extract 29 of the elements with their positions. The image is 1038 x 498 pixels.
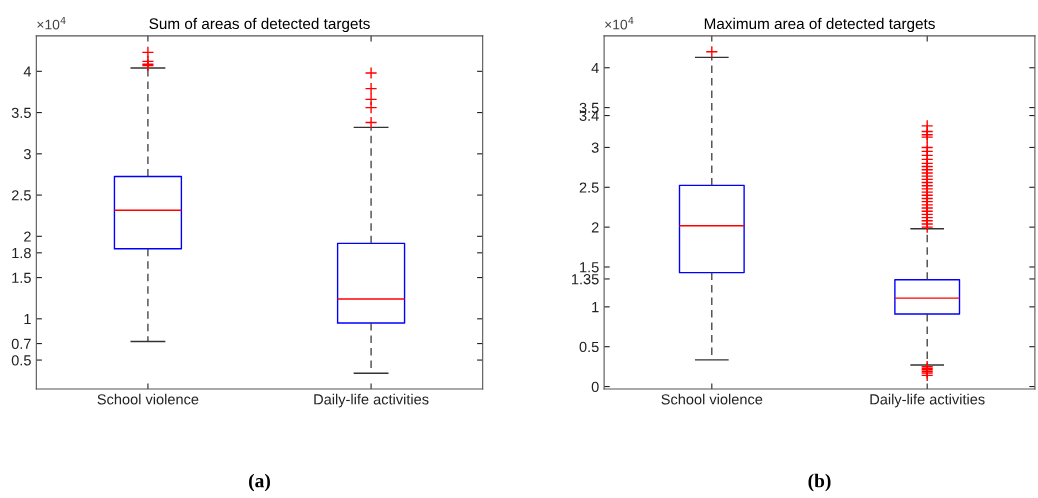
- x-tick-label: Daily-life activities: [870, 393, 985, 408]
- x-tick-label: School violence: [661, 393, 763, 405]
- text: ×10$^{4}$: [37, 16, 66, 30]
- y-tick-label: 1.5: [12, 272, 31, 283]
- x-tick-label: Daily-life activities: [314, 393, 429, 408]
- y-tick-label: 0.7: [11, 338, 31, 349]
- y-tick-label: 4: [23, 66, 32, 77]
- y-tick-label: 3: [591, 142, 599, 153]
- y-tick-label: 2.5: [11, 190, 31, 201]
- y-tick-label: 0.5: [579, 341, 599, 353]
- y-tick-label: 1: [592, 302, 599, 313]
- y-tick-label: 1.5: [580, 262, 599, 273]
- y-tick-label: 1.35: [571, 274, 599, 285]
- y-tick-label: 4: [591, 62, 599, 74]
- y-tick-label: 3: [23, 148, 31, 160]
- y-tick-label: 2: [24, 231, 31, 242]
- y-tick-label: 0: [591, 381, 599, 392]
- text: (b): [808, 473, 831, 492]
- y-tick-label: 3.5: [11, 107, 31, 118]
- y-tick-label: 2: [591, 222, 599, 233]
- x-tick-label: School violence: [97, 393, 199, 405]
- y-tick-label: 0.5: [11, 355, 31, 366]
- chart-title: Maximum area of detected targets: [704, 17, 935, 33]
- chart-title: Sum of areas of detected targets: [149, 17, 370, 33]
- y-tick-label: 1.8: [12, 247, 31, 259]
- text: (a): [249, 473, 270, 492]
- y-tick-label: 2.5: [579, 182, 599, 193]
- text: ×10$^{4}$: [605, 16, 634, 30]
- y-tick-label: 1: [24, 314, 31, 325]
